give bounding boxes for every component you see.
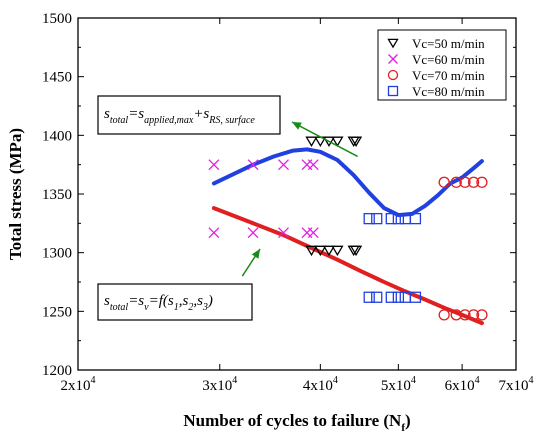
fit-curve: [211, 147, 484, 218]
y-tick-label: 1400: [42, 128, 72, 144]
marker-x: [208, 159, 220, 171]
equation-box: [97, 283, 253, 321]
marker-x: [307, 159, 319, 171]
marker-circle: [438, 309, 450, 321]
marker-circle: [450, 176, 462, 188]
marker-triangle-down: [331, 245, 344, 257]
legend-label: Vc=70 m/min: [412, 68, 485, 83]
marker-x: [247, 227, 259, 239]
marker-triangle-down: [349, 245, 363, 257]
marker-square: [409, 212, 422, 225]
marker-circle: [387, 69, 399, 81]
annotation-arrow-head: [292, 122, 302, 130]
marker-square: [392, 291, 405, 303]
y-tick-label: 1500: [42, 11, 72, 27]
x-tick-label: 4x104: [303, 375, 338, 394]
y-tick-label: 1250: [42, 304, 72, 320]
fit-curve: [211, 206, 484, 326]
y-tick-label: 1200: [42, 363, 72, 379]
marker-triangle-down: [314, 245, 327, 257]
marker-square: [363, 291, 375, 303]
marker-x: [278, 227, 289, 239]
x-tick-label: 7x104: [499, 375, 534, 394]
marker-triangle-down: [305, 136, 318, 147]
x-tick-label: 6x104: [445, 375, 480, 394]
equation-annotations: stotal=sapplied,max+sRS, surface stotal=s…: [97, 95, 358, 321]
marker-square: [409, 291, 422, 303]
x-axis: 2x104 3x104 4x104 5x104 6x104 7x104: [61, 18, 534, 394]
annotation-arrow-head: [251, 249, 260, 259]
marker-square: [385, 291, 397, 303]
legend-box: [377, 29, 507, 101]
fit-curves: [211, 147, 484, 326]
legend-label: Vc=60 m/min: [412, 52, 485, 67]
marker-circle: [450, 309, 462, 321]
y-tick-label: 1350: [42, 187, 72, 203]
equation-box: [97, 95, 281, 135]
marker-circle: [476, 309, 488, 321]
y-axis-title: Total stress (MPa): [6, 128, 25, 260]
y-tick-label: 1300: [42, 246, 72, 262]
data-markers: [208, 136, 488, 321]
y-tick-label: 1450: [42, 70, 72, 86]
legend-label: Vc=80 m/min: [412, 84, 485, 99]
marker-triangle-down: [387, 38, 399, 49]
marker-square: [371, 212, 383, 225]
marker-square: [371, 291, 383, 303]
y-axis: 1200 1250 1300 1350 1400 1450 1500: [42, 11, 516, 379]
marker-square: [363, 212, 375, 225]
marker-circle: [438, 176, 450, 188]
marker-square: [385, 212, 397, 225]
total-stress-applied-equation: stotal=sapplied,max+sRS, surface: [104, 106, 255, 126]
marker-square: [392, 212, 405, 225]
marker-triangle-down: [349, 136, 363, 147]
marker-circle: [476, 176, 488, 188]
marker-x: [307, 227, 319, 239]
marker-x: [247, 159, 259, 171]
annotation-arrow-line: [291, 121, 358, 158]
marker-triangle-down: [331, 136, 344, 147]
x-tick-label: 5x104: [381, 375, 416, 394]
marker-x: [388, 54, 398, 64]
marker-square: [387, 85, 399, 97]
marker-circle: [467, 176, 480, 188]
marker-triangle-down: [322, 245, 336, 257]
total-stress-function-equation: stotal=sv=f(s1,s2,s3): [104, 293, 213, 313]
legend-label: Vc=50 m/min: [412, 36, 485, 51]
marker-triangle-down: [322, 136, 336, 147]
x-tick-label: 2x104: [61, 375, 96, 394]
marker-x: [208, 227, 220, 239]
x-tick-label: 3x104: [202, 375, 237, 394]
marker-triangle-down: [305, 245, 318, 257]
marker-circle: [459, 309, 471, 321]
x-axis-title: Number of cycles to failure (Nf): [183, 411, 410, 434]
marker-circle: [459, 176, 471, 188]
marker-x: [278, 159, 289, 171]
marker-circle: [467, 309, 480, 321]
